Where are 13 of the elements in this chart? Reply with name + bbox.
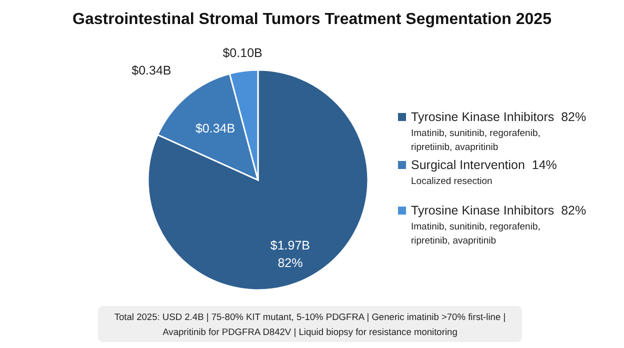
data-label: $0.34B bbox=[195, 122, 236, 136]
data-label: $0.10B bbox=[222, 46, 262, 61]
text: Imatinib, sunitinib, regorafenib, ripretiinib, avapritinib bbox=[411, 128, 540, 153]
text: Total 2025: USD 2.4B | 75-80% KIT mutant, 5-10% PDGFRA | Generic imatinib >70% first-line | Avapritinib for PDGFRA D842V | Liquid biopsy for resistance monitoring bbox=[114, 312, 506, 337]
text: Imatinib, sunitinib, regorafenib, ripretinib, avapritinib bbox=[411, 222, 540, 247]
chart-title: Gastrointestinal Stromal Tumors Treatment Segmentation 2025 bbox=[72, 11, 552, 28]
text: 82% bbox=[278, 256, 303, 270]
legend-label: Surgical Intervention 14% bbox=[411, 158, 557, 172]
slice-label: Tyrosine Kinase Inhibitors 82% bbox=[411, 204, 586, 218]
text: $0.34B bbox=[132, 63, 172, 78]
text: Localized resection bbox=[411, 176, 492, 187]
legend-label: Tyrosine Kinase Inhibitors 82% bbox=[411, 110, 586, 124]
data-label: $1.97B bbox=[270, 238, 310, 253]
